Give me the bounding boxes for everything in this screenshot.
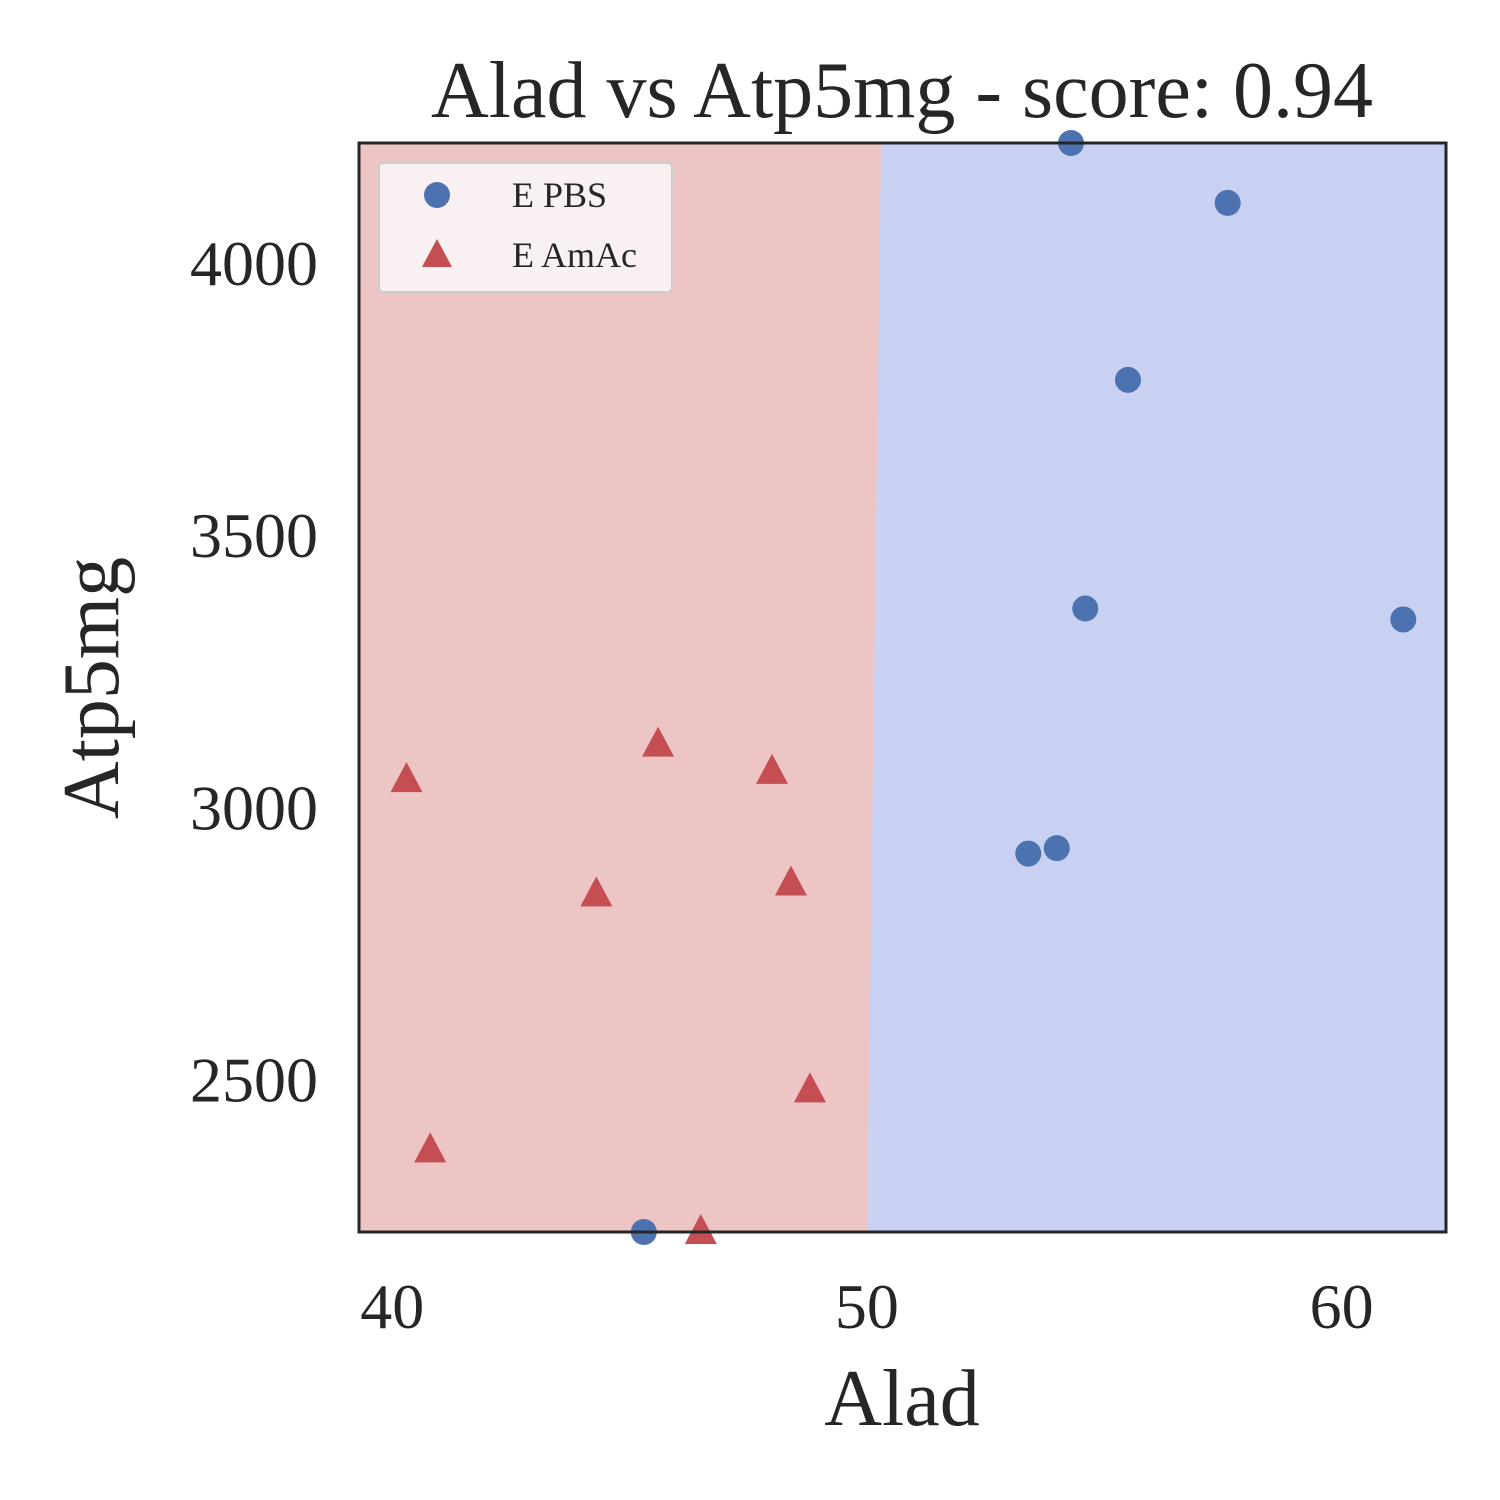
- x-tick-labels: 40 50 60: [360, 1271, 1373, 1342]
- point-e-amac-5: [793, 1072, 826, 1103]
- point-e-pbs-5: [1015, 840, 1042, 867]
- legend-box: [378, 162, 673, 293]
- point-e-pbs-2: [1114, 366, 1141, 393]
- point-e-pbs-6: [1043, 835, 1070, 862]
- legend-marker-e-amac: [422, 239, 452, 267]
- y-tick-label-3000: 3000: [190, 772, 318, 843]
- plot-frame: [357, 141, 1448, 1234]
- legend-label-e-amac: E AmAc: [512, 235, 637, 275]
- y-tick-label-3500: 3500: [190, 500, 318, 571]
- data-points: [390, 130, 1417, 1245]
- x-tick-label-60: 60: [1310, 1271, 1374, 1342]
- y-tick-labels: 2500 3000 3500 4000: [190, 228, 318, 1116]
- point-e-amac-1: [642, 726, 675, 757]
- point-e-pbs-1: [1214, 189, 1241, 216]
- point-e-amac-2: [755, 753, 788, 784]
- chart-title: Alad vs Atp5mg - score: 0.94: [431, 47, 1373, 135]
- decision-regions: [359, 143, 1446, 1232]
- region-e-amac: [359, 143, 882, 1232]
- y-tick-label-2500: 2500: [190, 1045, 318, 1116]
- x-tick-label-50: 50: [835, 1271, 899, 1342]
- point-e-amac-4: [774, 865, 807, 896]
- x-axis-label: Alad: [824, 1355, 980, 1443]
- point-e-amac-0: [390, 762, 423, 793]
- legend-label-e-pbs: E PBS: [512, 175, 607, 215]
- point-e-amac-7: [684, 1214, 717, 1244]
- x-tick-label-40: 40: [360, 1271, 424, 1342]
- y-axis-label: Atp5mg: [48, 557, 136, 819]
- point-e-amac-3: [580, 876, 613, 907]
- y-tick-label-4000: 4000: [190, 228, 318, 299]
- point-e-amac-6: [414, 1132, 447, 1163]
- legend-marker-e-pbs: [424, 182, 450, 208]
- point-e-pbs-4: [1390, 606, 1417, 633]
- legend: E PBS E AmAc: [378, 162, 673, 293]
- point-e-pbs-3: [1072, 595, 1099, 622]
